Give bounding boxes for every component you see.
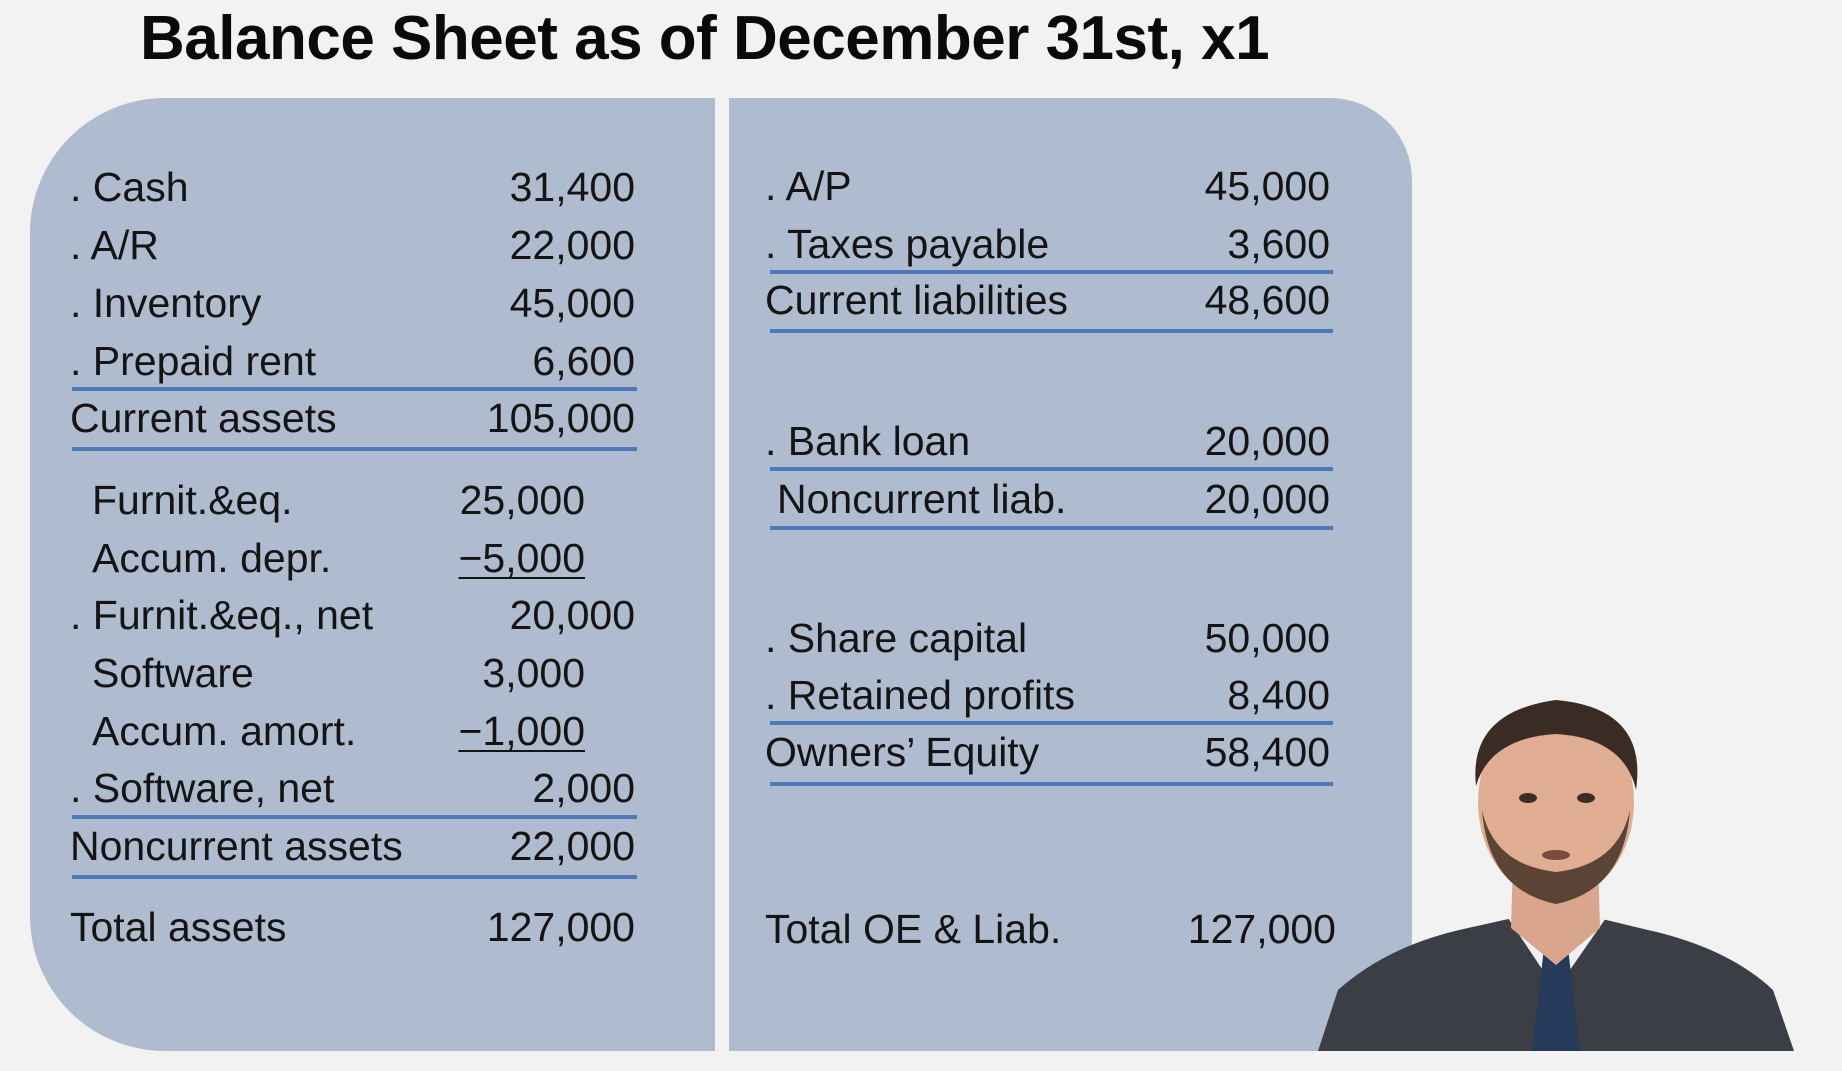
furniture-eq-value: 25,000: [459, 477, 585, 523]
software-net-value: 2,000: [532, 765, 635, 811]
accum-amort-value: −1,000: [458, 708, 585, 754]
noncurrent-assets-value: 22,000: [509, 823, 635, 869]
total-oe-liab-label: Total OE & Liab.: [765, 906, 1062, 952]
current-assets-label: Current assets: [70, 395, 337, 441]
noncurrent-assets-label: Noncurrent assets: [70, 823, 403, 869]
owners-equity-bottom-rule: [770, 782, 1333, 786]
total-assets-label: Total assets: [70, 904, 287, 950]
prepaid-rent-value: 6,600: [532, 338, 635, 384]
share-capital-label: . Share capital: [765, 615, 1028, 661]
bank-loan-label: . Bank loan: [765, 418, 971, 464]
current-liabilities-top-rule: [770, 270, 1333, 274]
current-assets-top-rule: [72, 387, 637, 391]
prepaid-rent-label: . Prepaid rent: [70, 338, 317, 384]
accum-depr-label: Accum. depr.: [92, 535, 332, 581]
owners-equity-label: Owners’ Equity: [765, 729, 1040, 775]
retained-profits-label: . Retained profits: [765, 672, 1075, 718]
retained-profits-value: 8,400: [1227, 672, 1330, 718]
furniture-eq-net-label: . Furnit.&eq., net: [70, 592, 374, 638]
ap-value: 45,000: [1204, 163, 1330, 209]
software-value: 3,000: [482, 650, 585, 696]
furniture-eq-net-value: 20,000: [509, 592, 635, 638]
cash-value: 31,400: [509, 164, 635, 210]
ar-value: 22,000: [509, 222, 635, 268]
current-liabilities-value: 48,600: [1204, 277, 1330, 323]
taxes-payable-value: 3,600: [1227, 221, 1330, 267]
inventory-value: 45,000: [509, 280, 635, 326]
accum-amort-label: Accum. amort.: [92, 708, 357, 754]
furniture-eq-label: Furnit.&eq.: [92, 477, 293, 523]
noncurrent-assets-top-rule: [72, 815, 637, 819]
noncurrent-liab-top-rule: [770, 467, 1333, 471]
noncurrent-liab-bottom-rule: [770, 526, 1333, 530]
current-assets-bottom-rule: [72, 447, 637, 451]
current-liabilities-label: Current liabilities: [765, 277, 1069, 323]
noncurrent-liab-value: 20,000: [1204, 476, 1330, 522]
taxes-payable-label: . Taxes payable: [765, 221, 1050, 267]
noncurrent-assets-bottom-rule: [72, 875, 637, 879]
total-oe-liab-value: 127,000: [1187, 906, 1336, 952]
accum-depr-value: −5,000: [458, 535, 585, 581]
ap-label: . A/P: [765, 163, 852, 209]
current-liabilities-bottom-rule: [770, 329, 1333, 333]
page-title: Balance Sheet as of December 31st, x1: [140, 4, 1270, 73]
ar-label: . A/R: [70, 222, 159, 268]
noncurrent-liab-label: Noncurrent liab.: [777, 476, 1067, 522]
presenter-video: [1318, 690, 1794, 1051]
owners-equity-top-rule: [770, 721, 1333, 725]
share-capital-value: 50,000: [1204, 615, 1330, 661]
presenter-icon: [1318, 700, 1794, 1051]
owners-equity-value: 58,400: [1204, 729, 1330, 775]
software-net-label: . Software, net: [70, 765, 335, 811]
software-label: Software: [92, 650, 254, 696]
cash-label: . Cash: [70, 164, 189, 210]
liabilities-equity-panel: [729, 98, 1412, 1051]
current-assets-value: 105,000: [486, 395, 635, 441]
bank-loan-value: 20,000: [1204, 418, 1330, 464]
inventory-label: . Inventory: [70, 280, 262, 326]
total-assets-value: 127,000: [486, 904, 635, 950]
assets-panel: [30, 98, 715, 1051]
